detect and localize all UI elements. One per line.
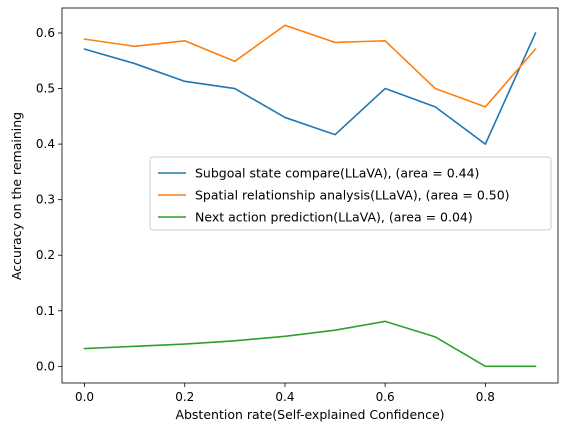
y-tick-label: 0.0 <box>36 359 55 373</box>
y-tick-label: 0.6 <box>36 26 55 40</box>
legend-entry-1: Subgoal state compare(LLaVA), (area = 0.… <box>195 166 479 181</box>
y-axis-label: Accuracy on the remaining <box>9 112 24 280</box>
y-tick-label: 0.4 <box>36 137 55 151</box>
plot-frame <box>61 7 559 384</box>
y-tick-label: 0.3 <box>36 193 55 207</box>
legend: Subgoal state compare(LLaVA), (area = 0.… <box>149 156 552 231</box>
legend-entry-3: Next action prediction(LLaVA), (area = 0… <box>195 210 473 225</box>
y-tick-label: 0.5 <box>36 82 55 96</box>
x-tick-label: 0.4 <box>275 390 294 404</box>
plot-area <box>83 24 537 368</box>
legend-box <box>149 156 552 231</box>
x-tick-label: 0.2 <box>175 390 194 404</box>
x-axis: 0.0 0.2 0.4 0.6 0.8 <box>75 383 495 404</box>
legend-entry-2: Spatial relationship analysis(LLaVA), (a… <box>195 188 510 203</box>
series-line-3 <box>83 320 537 368</box>
y-axis: 0.0 0.1 0.2 0.3 0.4 0.5 0.6 <box>36 26 62 373</box>
x-tick-label: 0.6 <box>376 390 395 404</box>
y-tick-label: 0.1 <box>36 304 55 318</box>
y-tick-label: 0.2 <box>36 248 55 262</box>
x-tick-label: 0.8 <box>476 390 495 404</box>
x-tick-label: 0.0 <box>75 390 94 404</box>
series-line-1 <box>83 31 537 145</box>
x-axis-label: Abstention rate(Self-explained Confidenc… <box>175 407 444 422</box>
series-line-2 <box>83 24 537 108</box>
